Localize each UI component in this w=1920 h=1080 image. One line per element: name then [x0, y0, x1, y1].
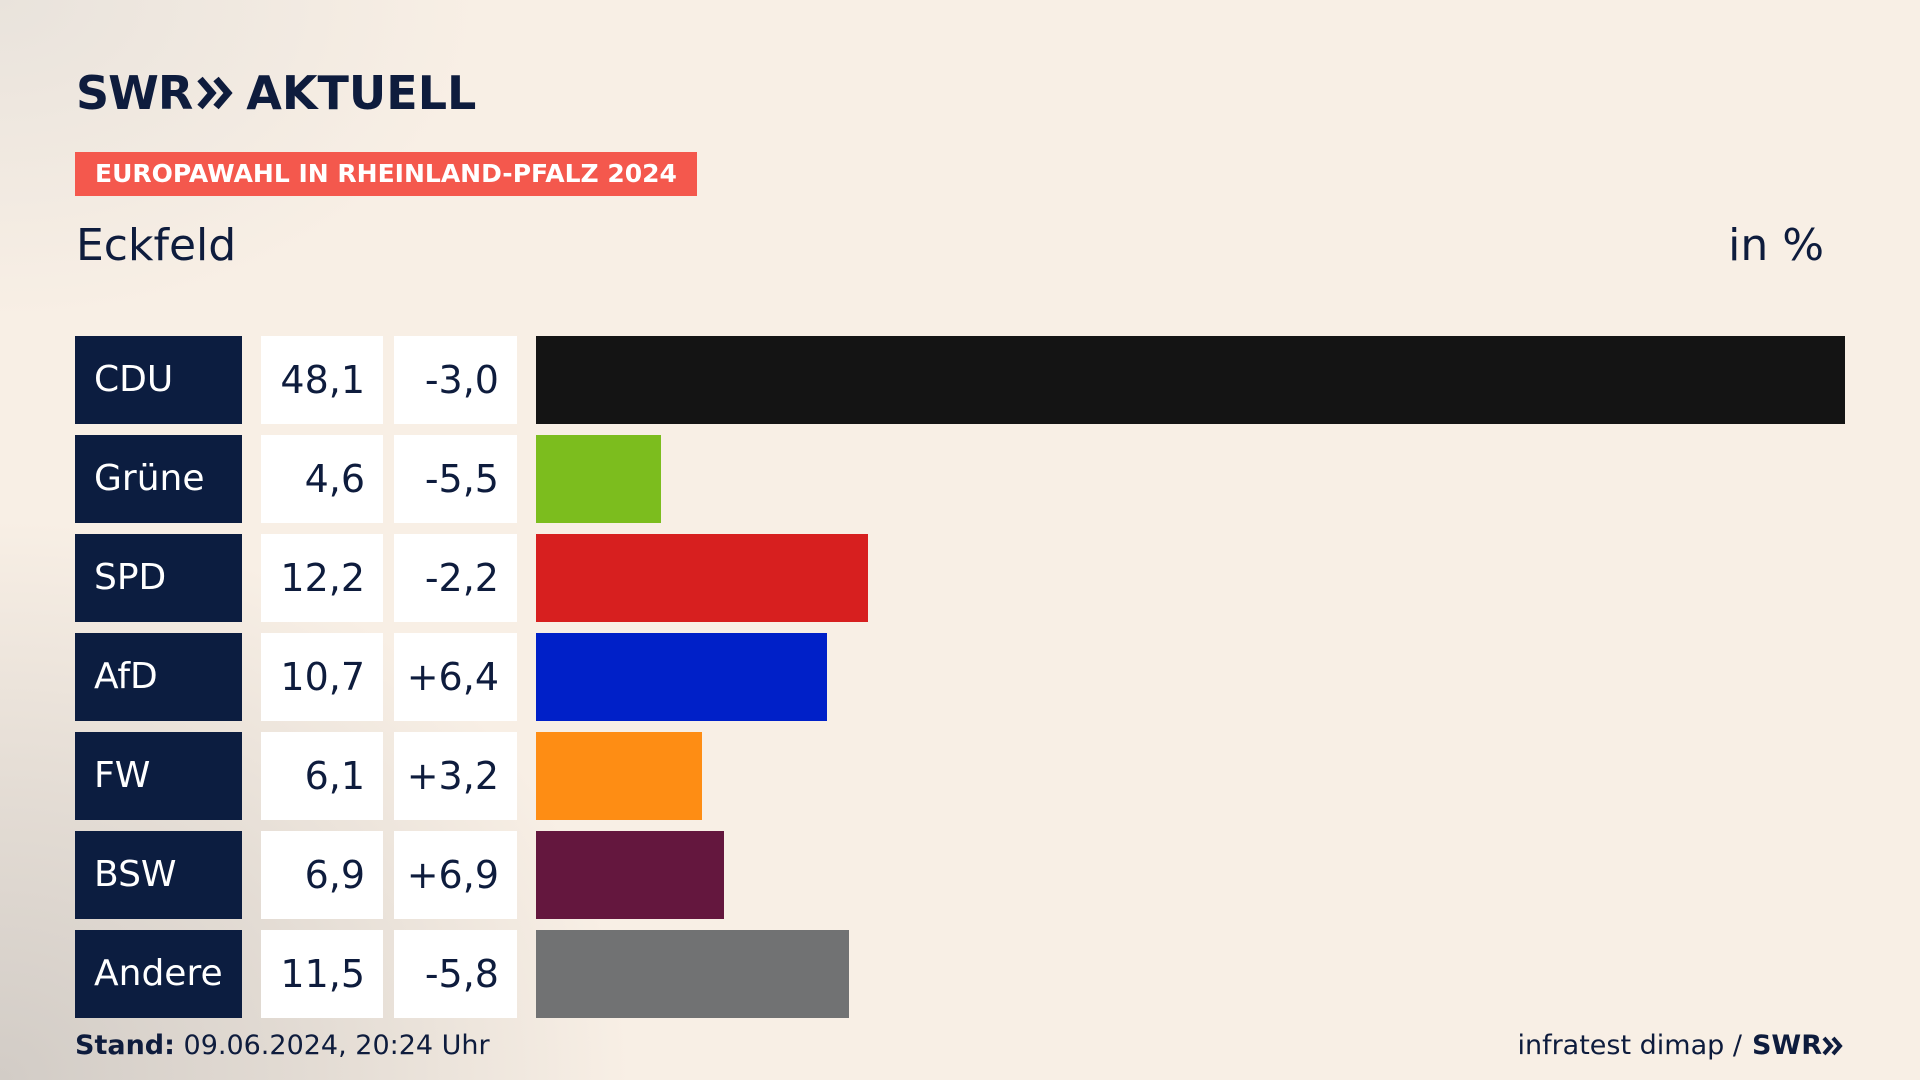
- result-bar: [536, 534, 868, 622]
- result-bar: [536, 435, 661, 523]
- vote-share-label: 48,1: [261, 336, 383, 424]
- result-bar: [536, 831, 724, 919]
- party-label: Grüne: [75, 435, 242, 523]
- logo-swr-text: SWR: [76, 66, 193, 120]
- result-bar: [536, 336, 1845, 424]
- stand-value: 09.06.2024, 20:24 Uhr: [183, 1030, 490, 1061]
- swr-small-logo: SWR: [1752, 1030, 1844, 1061]
- vote-share-label: 6,1: [261, 732, 383, 820]
- party-row: CDU 48,1 -3,0: [0, 336, 1920, 424]
- party-row: Grüne 4,6 -5,5: [0, 435, 1920, 523]
- change-label: -2,2: [394, 534, 517, 622]
- timestamp: Stand: 09.06.2024, 20:24 Uhr: [75, 1030, 490, 1061]
- source-credit: infratest dimap / SWR: [1517, 1030, 1844, 1061]
- change-label: +6,4: [394, 633, 517, 721]
- stand-label: Stand:: [75, 1030, 175, 1061]
- place-title: Eckfeld: [76, 220, 237, 271]
- change-label: -5,5: [394, 435, 517, 523]
- party-row: FW 6,1 +3,2: [0, 732, 1920, 820]
- party-label: AfD: [75, 633, 242, 721]
- result-bar: [536, 633, 827, 721]
- party-label: BSW: [75, 831, 242, 919]
- vote-share-label: 6,9: [261, 831, 383, 919]
- swr-aktuell-logo: SWR AKTUELL: [76, 66, 476, 120]
- party-label: FW: [75, 732, 242, 820]
- vote-share-label: 12,2: [261, 534, 383, 622]
- change-label: +3,2: [394, 732, 517, 820]
- double-chevron-icon: [196, 75, 236, 111]
- party-row: SPD 12,2 -2,2: [0, 534, 1920, 622]
- result-bar: [536, 930, 849, 1018]
- change-label: -3,0: [394, 336, 517, 424]
- source-logo-text: SWR: [1751, 1030, 1822, 1061]
- election-badge: EUROPAWAHL IN RHEINLAND-PFALZ 2024: [75, 152, 697, 196]
- party-row: AfD 10,7 +6,4: [0, 633, 1920, 721]
- vote-share-label: 10,7: [261, 633, 383, 721]
- change-label: +6,9: [394, 831, 517, 919]
- source-text: infratest dimap /: [1517, 1030, 1742, 1061]
- party-row: BSW 6,9 +6,9: [0, 831, 1920, 919]
- small-double-chevron-icon: [1822, 1036, 1843, 1055]
- party-row: Andere 11,5 -5,8: [0, 930, 1920, 1018]
- party-label: SPD: [75, 534, 242, 622]
- vote-share-label: 4,6: [261, 435, 383, 523]
- party-label: CDU: [75, 336, 242, 424]
- unit-label: in %: [1728, 220, 1824, 271]
- change-label: -5,8: [394, 930, 517, 1018]
- party-label: Andere: [75, 930, 242, 1018]
- vote-share-label: 11,5: [261, 930, 383, 1018]
- logo-aktuell-text: AKTUELL: [246, 66, 477, 120]
- result-bar: [536, 732, 702, 820]
